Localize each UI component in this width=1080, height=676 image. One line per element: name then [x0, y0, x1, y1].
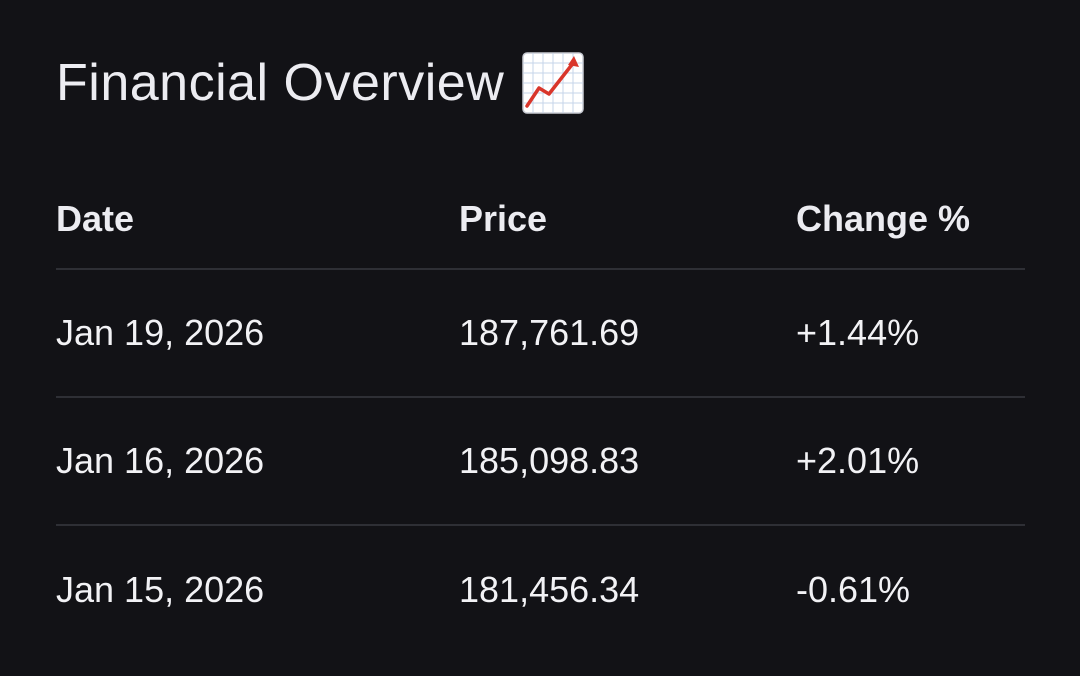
table-row: Jan 16, 2026 185,098.83 +2.01% [56, 398, 1025, 526]
table-row: Jan 19, 2026 187,761.69 +1.44% [56, 270, 1025, 398]
cell-price: 181,456.34 [459, 569, 640, 610]
table-row: Jan 15, 2026 181,456.34 -0.61% [56, 526, 1025, 654]
chart-increasing-icon [522, 52, 585, 114]
price-table: Date Price Change % Jan 19, 2026 187,761… [56, 170, 1025, 654]
cell-change: +2.01% [796, 440, 920, 481]
cell-date: Jan 15, 2026 [56, 569, 265, 610]
cell-price: 187,761.69 [459, 312, 640, 353]
title-row: Financial Overview [56, 48, 585, 118]
page-title: Financial Overview [56, 54, 505, 112]
table-header-row: Date Price Change % [56, 170, 1025, 270]
column-header-price: Price [459, 198, 548, 239]
cell-change: -0.61% [796, 569, 911, 610]
cell-date: Jan 16, 2026 [56, 440, 265, 481]
cell-price: 185,098.83 [459, 440, 640, 481]
cell-change: +1.44% [796, 312, 920, 353]
column-header-change: Change % [796, 198, 971, 239]
cell-date: Jan 19, 2026 [56, 312, 265, 353]
column-header-date: Date [56, 198, 135, 239]
